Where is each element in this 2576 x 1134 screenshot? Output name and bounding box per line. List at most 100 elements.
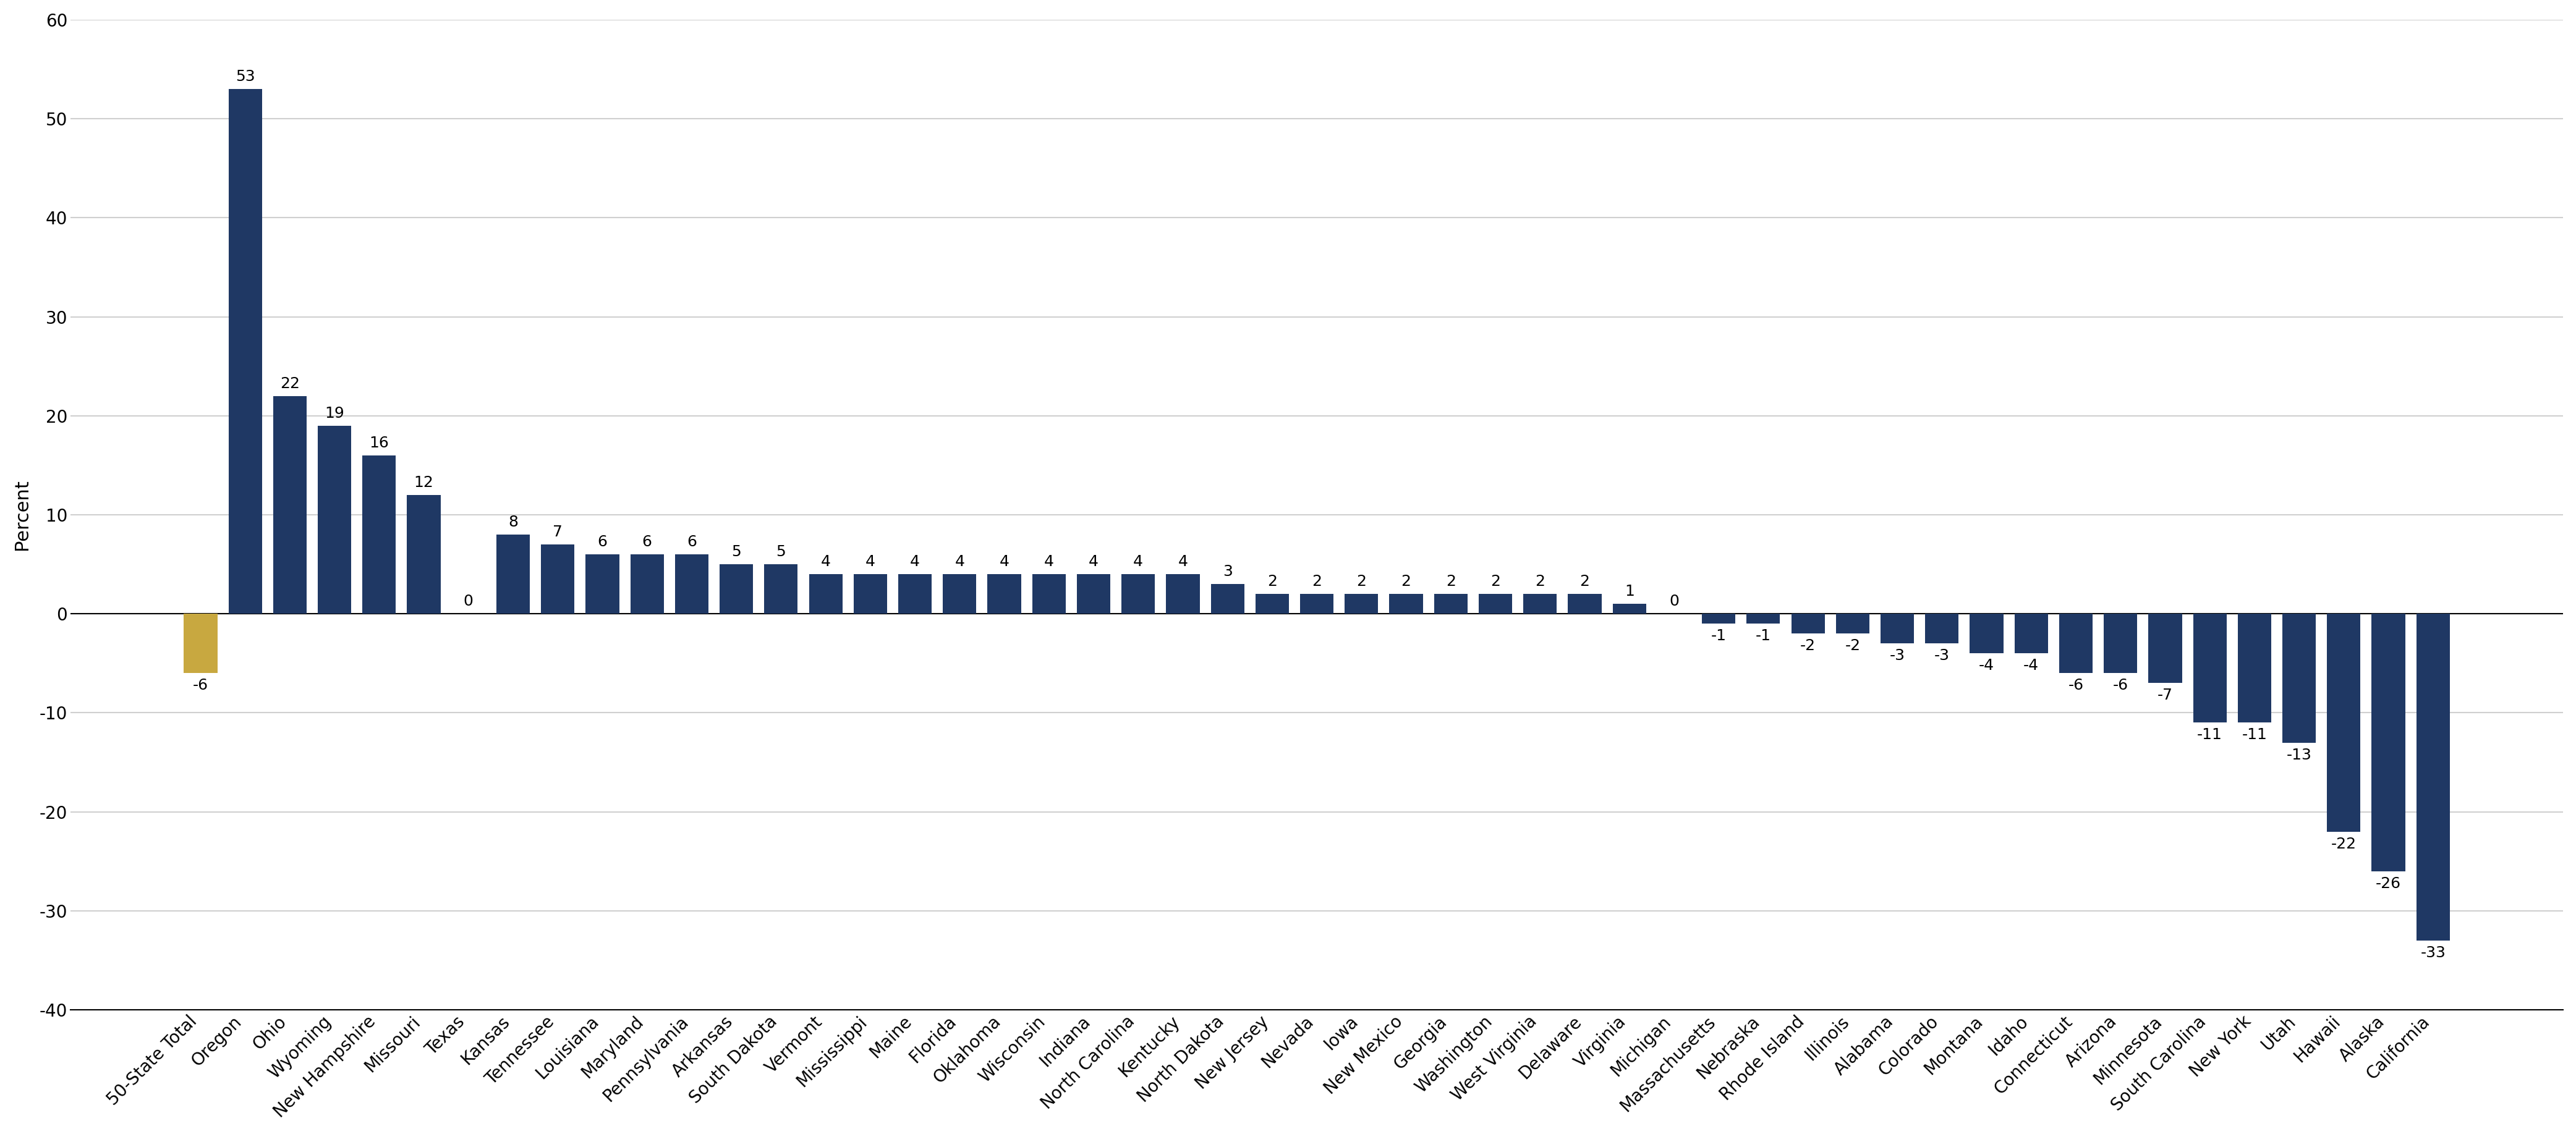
Y-axis label: Percent: Percent: [13, 480, 31, 550]
Bar: [2326, 613, 2360, 831]
Bar: [2014, 613, 2048, 653]
Text: -3: -3: [1891, 649, 1906, 663]
Bar: [317, 425, 350, 613]
Text: 2: 2: [1445, 574, 1455, 589]
Bar: [1479, 594, 1512, 613]
Bar: [2282, 613, 2316, 743]
Bar: [719, 565, 752, 613]
Bar: [1301, 594, 1334, 613]
Text: 6: 6: [598, 534, 608, 549]
Text: 4: 4: [1090, 555, 1097, 569]
Text: 2: 2: [1579, 574, 1589, 589]
Bar: [765, 565, 799, 613]
Bar: [631, 555, 665, 613]
Bar: [1613, 604, 1646, 613]
Bar: [585, 555, 618, 613]
Text: 2: 2: [1492, 574, 1499, 589]
Text: -1: -1: [1710, 628, 1726, 643]
Bar: [1033, 574, 1066, 613]
Text: 2: 2: [1311, 574, 1321, 589]
Bar: [1703, 613, 1736, 624]
Bar: [497, 534, 531, 613]
Bar: [541, 544, 574, 613]
Text: 22: 22: [281, 376, 299, 391]
Bar: [987, 574, 1020, 613]
Bar: [1880, 613, 1914, 643]
Bar: [363, 456, 397, 613]
Bar: [809, 574, 842, 613]
Text: 4: 4: [909, 555, 920, 569]
Text: 4: 4: [999, 555, 1010, 569]
Text: 2: 2: [1358, 574, 1365, 589]
Bar: [2105, 613, 2138, 674]
Text: -4: -4: [1978, 659, 1994, 674]
Text: 1: 1: [1625, 584, 1633, 599]
Bar: [2148, 613, 2182, 683]
Text: -7: -7: [2159, 688, 2174, 703]
Bar: [2058, 613, 2092, 674]
Bar: [1971, 613, 2004, 653]
Text: 12: 12: [415, 475, 433, 490]
Bar: [1790, 613, 1824, 634]
Text: 0: 0: [464, 594, 474, 609]
Bar: [1345, 594, 1378, 613]
Text: 53: 53: [234, 69, 255, 84]
Bar: [1255, 594, 1288, 613]
Bar: [2372, 613, 2406, 871]
Text: -13: -13: [2287, 747, 2311, 762]
Bar: [943, 574, 976, 613]
Text: 6: 6: [641, 534, 652, 549]
Text: -1: -1: [1757, 628, 1772, 643]
Bar: [1435, 594, 1468, 613]
Text: -3: -3: [1935, 649, 1950, 663]
Bar: [1388, 594, 1422, 613]
Bar: [1167, 574, 1200, 613]
Text: -22: -22: [2331, 837, 2357, 852]
Bar: [407, 494, 440, 613]
Text: 16: 16: [368, 435, 389, 450]
Text: 19: 19: [325, 406, 345, 421]
Text: 6: 6: [688, 534, 696, 549]
Bar: [1121, 574, 1154, 613]
Text: 5: 5: [732, 544, 742, 559]
Text: 4: 4: [822, 555, 829, 569]
Bar: [229, 88, 263, 613]
Text: 7: 7: [554, 525, 562, 540]
Bar: [1077, 574, 1110, 613]
Text: -6: -6: [193, 678, 209, 693]
Text: 0: 0: [1669, 594, 1680, 609]
Text: 2: 2: [1267, 574, 1278, 589]
Bar: [183, 613, 216, 674]
Text: 4: 4: [866, 555, 876, 569]
Bar: [2239, 613, 2272, 722]
Text: -2: -2: [1844, 638, 1860, 653]
Text: -11: -11: [2241, 728, 2267, 743]
Text: 8: 8: [507, 515, 518, 530]
Text: 4: 4: [1177, 555, 1188, 569]
Text: 5: 5: [775, 544, 786, 559]
Bar: [1837, 613, 1870, 634]
Text: 4: 4: [1133, 555, 1144, 569]
Bar: [1924, 613, 1958, 643]
Text: -6: -6: [2112, 678, 2128, 693]
Text: 2: 2: [1401, 574, 1412, 589]
Bar: [273, 396, 307, 613]
Bar: [2416, 613, 2450, 940]
Bar: [1747, 613, 1780, 624]
Text: -4: -4: [2025, 659, 2040, 674]
Text: -33: -33: [2421, 946, 2445, 960]
Text: 2: 2: [1535, 574, 1546, 589]
Text: -6: -6: [2069, 678, 2084, 693]
Bar: [1522, 594, 1556, 613]
Bar: [1211, 584, 1244, 613]
Text: 4: 4: [1043, 555, 1054, 569]
Text: 4: 4: [956, 555, 963, 569]
Bar: [1569, 594, 1602, 613]
Text: -26: -26: [2375, 877, 2401, 891]
Text: 3: 3: [1224, 565, 1231, 579]
Bar: [899, 574, 933, 613]
Bar: [2192, 613, 2226, 722]
Text: -2: -2: [1801, 638, 1816, 653]
Bar: [853, 574, 886, 613]
Bar: [675, 555, 708, 613]
